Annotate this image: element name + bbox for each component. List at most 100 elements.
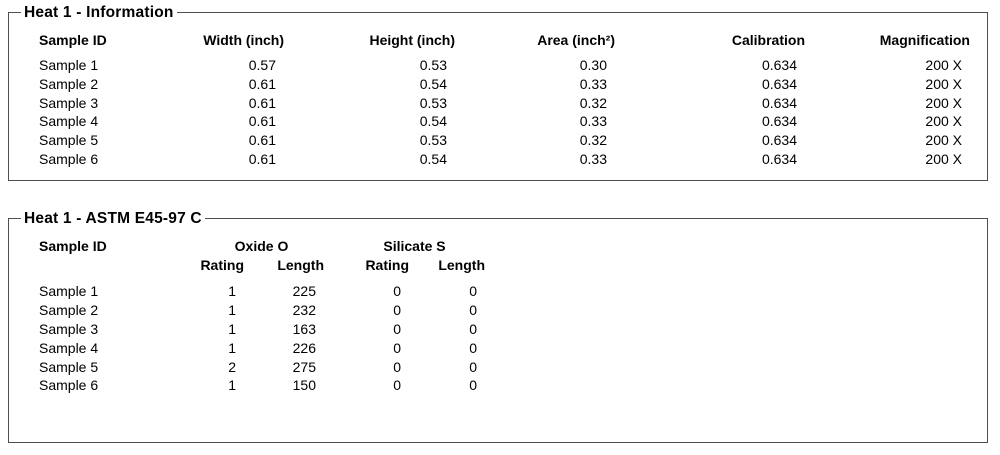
table-row: Sample 1 0.57 0.53 0.30 0.634 200 X (39, 56, 970, 75)
cell-oxide-length: 226 (292, 339, 316, 356)
information-header-row: Sample ID Width (inch) Height (inch) Are… (39, 32, 970, 56)
col-header-magnification: Magnification (879, 32, 970, 48)
cell-silicate-length: 0 (469, 320, 477, 337)
cell-height: 0.54 (419, 113, 447, 130)
cell-oxide-length: 225 (292, 283, 316, 300)
cell-height: 0.54 (419, 76, 447, 93)
cell-area: 0.33 (579, 150, 607, 167)
cell-height: 0.53 (419, 57, 447, 74)
col-header-area: Area (inch²) (537, 32, 615, 48)
col-header-silicate-rating: Rating (365, 257, 409, 273)
table-row: Sample 3 1 163 0 0 (39, 320, 485, 339)
cell-oxide-rating: 1 (228, 320, 236, 337)
group-box-astm-title: Heat 1 - ASTM E45-97 C (21, 209, 205, 228)
cell-magnification: 200 X (925, 132, 962, 149)
cell-oxide-length: 275 (292, 358, 316, 375)
group-box-astm: Heat 1 - ASTM E45-97 C Sample ID Oxide O… (8, 209, 988, 443)
col-header-calibration: Calibration (731, 32, 805, 48)
cell-width: 0.61 (248, 132, 276, 149)
cell-silicate-rating: 0 (393, 358, 401, 375)
cell-oxide-rating: 1 (228, 283, 236, 300)
col-header-width: Width (inch) (203, 32, 284, 48)
group-header-silicate: Silicate S (383, 238, 446, 254)
cell-area: 0.32 (579, 94, 607, 111)
cell-area: 0.33 (579, 113, 607, 130)
cell-sample-id: Sample 5 (39, 358, 99, 375)
col-header-sample-id: Sample ID (39, 32, 107, 48)
cell-width: 0.61 (248, 150, 276, 167)
cell-calibration: 0.634 (761, 132, 797, 149)
cell-magnification: 200 X (925, 150, 962, 167)
cell-silicate-length: 0 (469, 377, 477, 394)
cell-sample-id: Sample 6 (39, 377, 99, 394)
col-header-spacer (39, 257, 169, 282)
cell-calibration: 0.634 (761, 150, 797, 167)
cell-width: 0.61 (248, 76, 276, 93)
cell-oxide-rating: 2 (228, 358, 236, 375)
group-box-information: Heat 1 - Information Sample ID Width (in… (8, 3, 988, 181)
col-header-height: Height (inch) (369, 32, 455, 48)
cell-width: 0.57 (248, 57, 276, 74)
table-row: Sample 1 1 225 0 0 (39, 282, 485, 301)
group-header-oxide: Oxide O (234, 238, 289, 254)
cell-sample-id: Sample 4 (39, 113, 99, 130)
cell-sample-id: Sample 1 (39, 57, 99, 74)
cell-oxide-rating: 1 (228, 302, 236, 319)
cell-sample-id: Sample 4 (39, 339, 99, 356)
cell-width: 0.61 (248, 113, 276, 130)
table-row: Sample 6 1 150 0 0 (39, 376, 485, 395)
cell-height: 0.54 (419, 150, 447, 167)
cell-silicate-rating: 0 (393, 377, 401, 394)
cell-magnification: 200 X (925, 76, 962, 93)
cell-sample-id: Sample 3 (39, 320, 99, 337)
cell-area: 0.30 (579, 57, 607, 74)
cell-calibration: 0.634 (761, 94, 797, 111)
cell-silicate-length: 0 (469, 302, 477, 319)
cell-magnification: 200 X (925, 94, 962, 111)
cell-area: 0.32 (579, 132, 607, 149)
astm-sub-header-row: Rating Length Rating Length (39, 257, 485, 282)
table-row: Sample 6 0.61 0.54 0.33 0.634 200 X (39, 149, 970, 168)
cell-silicate-rating: 0 (393, 320, 401, 337)
col-header-oxide-rating: Rating (200, 257, 244, 273)
cell-height: 0.53 (419, 132, 447, 149)
cell-sample-id: Sample 2 (39, 302, 99, 319)
cell-silicate-length: 0 (469, 358, 477, 375)
cell-silicate-rating: 0 (393, 283, 401, 300)
cell-oxide-length: 163 (292, 320, 316, 337)
table-row: Sample 3 0.61 0.53 0.32 0.634 200 X (39, 93, 970, 112)
astm-group-header-row: Sample ID Oxide O Silicate S (39, 238, 485, 257)
table-row: Sample 4 0.61 0.54 0.33 0.634 200 X (39, 112, 970, 131)
cell-sample-id: Sample 1 (39, 283, 99, 300)
table-row: Sample 2 0.61 0.54 0.33 0.634 200 X (39, 75, 970, 94)
group-box-information-title: Heat 1 - Information (21, 3, 177, 22)
table-row: Sample 4 1 226 0 0 (39, 338, 485, 357)
cell-silicate-length: 0 (469, 283, 477, 300)
col-header-silicate-length: Length (438, 257, 485, 273)
table-row: Sample 2 1 232 0 0 (39, 301, 485, 320)
table-row: Sample 5 2 275 0 0 (39, 357, 485, 376)
cell-calibration: 0.634 (761, 57, 797, 74)
cell-height: 0.53 (419, 94, 447, 111)
cell-sample-id: Sample 6 (39, 150, 99, 167)
cell-magnification: 200 X (925, 57, 962, 74)
cell-silicate-length: 0 (469, 339, 477, 356)
astm-table: Sample ID Oxide O Silicate S Rating Leng… (39, 238, 485, 395)
cell-silicate-rating: 0 (393, 302, 401, 319)
col-header-sample-id: Sample ID (39, 238, 107, 254)
cell-silicate-rating: 0 (393, 339, 401, 356)
cell-oxide-length: 150 (292, 377, 316, 394)
information-table: Sample ID Width (inch) Height (inch) Are… (39, 32, 970, 168)
cell-calibration: 0.634 (761, 113, 797, 130)
cell-magnification: 200 X (925, 113, 962, 130)
cell-sample-id: Sample 3 (39, 94, 99, 111)
cell-oxide-rating: 1 (228, 377, 236, 394)
cell-sample-id: Sample 2 (39, 76, 99, 93)
cell-oxide-rating: 1 (228, 339, 236, 356)
col-header-oxide-length: Length (277, 257, 324, 273)
cell-area: 0.33 (579, 76, 607, 93)
cell-width: 0.61 (248, 94, 276, 111)
cell-sample-id: Sample 5 (39, 132, 99, 149)
cell-oxide-length: 232 (292, 302, 316, 319)
